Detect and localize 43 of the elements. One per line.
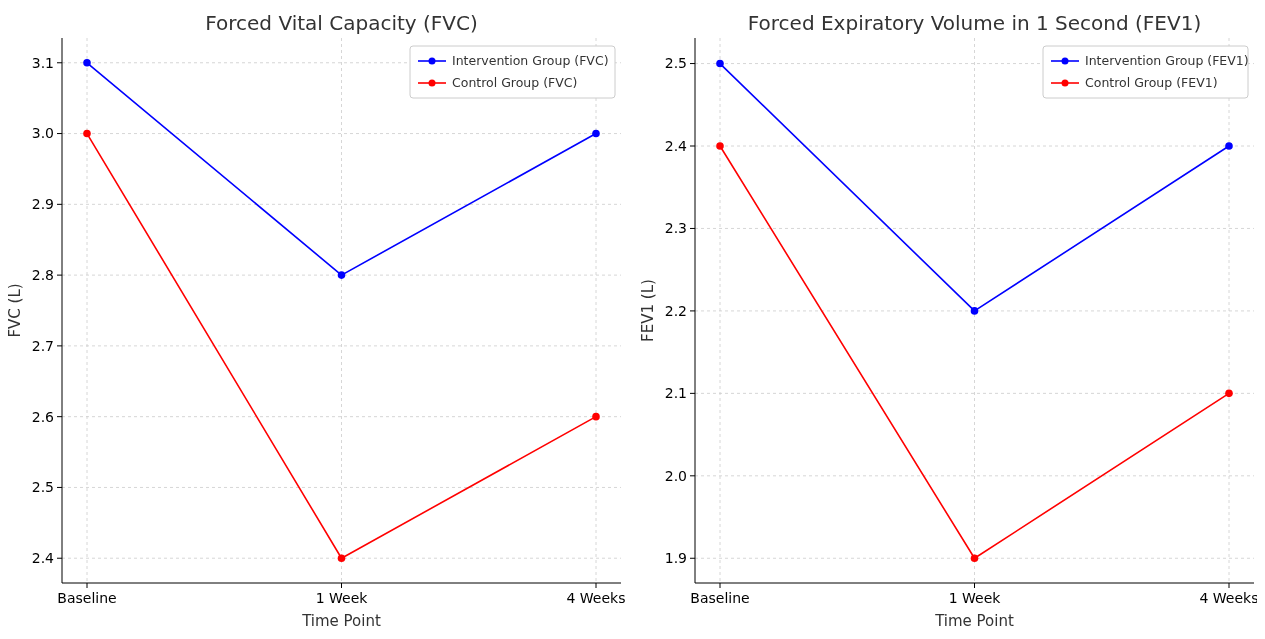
y-tick-label: 2.5	[31, 479, 54, 496]
x-tick-label: 4 Weeks	[566, 590, 626, 606]
legend-label: Intervention Group (FEV1)	[1085, 53, 1249, 69]
y-tick-label: 2.7	[31, 337, 54, 354]
point	[337, 554, 346, 563]
x-axis-title: Time Point	[301, 612, 381, 630]
x-axis-title: Time Point	[934, 612, 1014, 630]
y-axis-title: FEV1 (L)	[639, 279, 657, 342]
y-tick-label: 2.8	[31, 267, 54, 284]
legend-label: Control Group (FEV1)	[1085, 75, 1218, 91]
y-tick-label: 3.1	[31, 54, 54, 71]
chart-title: Forced Expiratory Volume in 1 Second (FEV1)	[747, 11, 1202, 35]
y-tick-label: 2.2	[664, 302, 687, 319]
y-tick-label: 1.9	[664, 550, 687, 567]
y-tick-label: 2.9	[31, 196, 54, 213]
point	[83, 58, 91, 67]
point	[83, 129, 91, 138]
point	[716, 142, 724, 150]
y-tick-label: 2.0	[664, 467, 687, 484]
point	[592, 129, 600, 138]
point	[716, 59, 724, 68]
point	[337, 271, 346, 279]
y-tick-label: 2.4	[664, 137, 688, 154]
point	[592, 412, 600, 421]
x-tick-label: 4 Weeks	[1199, 590, 1259, 606]
chart-title: Forced Vital Capacity (FVC)	[205, 11, 478, 35]
point	[970, 554, 979, 563]
x-tick-label: Baseline	[690, 590, 750, 606]
y-tick-label: 2.4	[31, 550, 55, 567]
point	[1225, 389, 1233, 398]
y-tick-label: 2.1	[664, 385, 687, 402]
legend-label: Control Group (FVC)	[452, 75, 578, 91]
y-tick-label: 2.3	[664, 220, 687, 237]
x-tick-label: Baseline	[57, 590, 117, 606]
x-tick-label: 1 Week	[948, 590, 1002, 606]
y-tick-label: 2.5	[664, 55, 687, 72]
y-tick-label: 3.0	[31, 125, 54, 142]
legend-label: Intervention Group (FVC)	[452, 53, 609, 69]
y-axis-title: FVC (L)	[6, 283, 24, 338]
point	[1225, 142, 1233, 150]
x-tick-label: 1 Week	[315, 590, 369, 606]
y-tick-label: 2.6	[31, 408, 55, 425]
point	[970, 307, 979, 315]
